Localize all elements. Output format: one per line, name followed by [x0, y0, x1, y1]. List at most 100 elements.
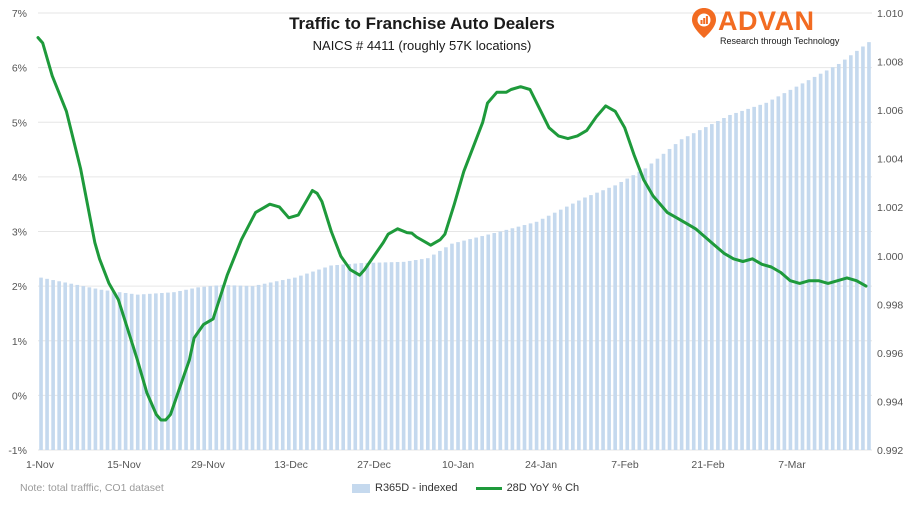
left-axis-ticks: -1% 0% 1% 2% 3% 4% 5% 6% 7% — [8, 8, 27, 457]
bar — [758, 104, 763, 451]
bar — [166, 292, 170, 450]
chart-subtitle: NAICS # 4411 (roughly 57K locations) — [312, 38, 532, 53]
bar — [353, 263, 358, 450]
bar — [280, 280, 285, 450]
bar — [800, 83, 805, 451]
x-tick-label: 27-Dec — [357, 459, 391, 471]
bar-series-r365d — [39, 42, 871, 451]
bar — [450, 243, 454, 450]
bar — [697, 130, 702, 451]
right-axis-ticks: 0.992 0.994 0.996 0.998 1.000 1.002 1.004 1.006… — [877, 8, 903, 457]
bar — [564, 206, 569, 450]
bar — [595, 192, 599, 450]
bar — [69, 283, 74, 450]
bar — [601, 190, 605, 450]
bar — [577, 200, 581, 450]
bar — [661, 153, 666, 451]
bar — [401, 261, 406, 450]
bar — [105, 290, 110, 450]
bar — [329, 265, 333, 450]
chart-title: Traffic to Franchise Auto Dealers — [289, 14, 555, 33]
bar — [679, 139, 684, 450]
bar — [383, 262, 388, 450]
x-tick-label: 24-Jan — [525, 459, 557, 471]
right-tick-label: 1.004 — [877, 154, 903, 166]
bar — [160, 293, 164, 450]
bar — [734, 112, 738, 451]
bar — [740, 110, 744, 450]
bar — [685, 136, 690, 450]
bar — [613, 185, 617, 450]
left-tick-label: 0% — [12, 390, 27, 402]
bar — [335, 265, 339, 450]
right-tick-label: 0.998 — [877, 299, 903, 311]
legend-label-bars: R365D - indexed — [375, 482, 458, 494]
bar — [172, 292, 176, 450]
bar — [558, 209, 563, 450]
advan-logo: ADVAN Research through Technology — [692, 4, 882, 48]
bar — [286, 278, 291, 450]
x-tick-label: 29-Nov — [191, 459, 226, 471]
bar — [619, 181, 624, 450]
bar — [407, 260, 412, 450]
bar — [123, 293, 128, 450]
left-tick-label: 2% — [12, 281, 27, 293]
bar — [250, 286, 255, 450]
bar — [625, 178, 630, 450]
bar — [716, 121, 720, 451]
bar — [81, 286, 86, 450]
bar — [147, 293, 152, 450]
bar — [425, 258, 430, 450]
logo-wordmark: ADVAN — [718, 6, 815, 36]
bar — [861, 46, 865, 451]
left-tick-label: 5% — [12, 117, 27, 129]
bar — [849, 55, 853, 450]
bar — [589, 195, 593, 450]
bar — [782, 93, 787, 450]
bar — [818, 73, 823, 450]
bar — [788, 89, 793, 450]
bar — [643, 168, 648, 450]
bar — [389, 262, 394, 450]
bar — [39, 277, 43, 450]
bar — [842, 59, 847, 450]
bar — [764, 102, 769, 451]
bar — [474, 237, 478, 450]
bar — [274, 281, 279, 450]
bar — [262, 283, 267, 450]
bar — [293, 277, 297, 450]
bar — [87, 287, 92, 450]
bar — [462, 240, 466, 450]
bar — [770, 99, 775, 450]
bar — [341, 264, 346, 450]
bar — [746, 108, 750, 451]
legend-item-bars: R365D - indexed — [352, 482, 458, 494]
bar — [830, 67, 835, 450]
bar — [528, 223, 533, 450]
bar — [299, 275, 303, 450]
left-tick-label: 1% — [12, 336, 27, 348]
left-tick-label: -1% — [8, 445, 27, 457]
left-tick-label: 4% — [12, 172, 27, 184]
x-tick-label: 7-Feb — [611, 459, 639, 471]
bar — [540, 218, 545, 450]
left-tick-label: 7% — [12, 8, 27, 20]
bar — [456, 242, 460, 450]
right-tick-label: 1.010 — [877, 8, 903, 20]
bar — [395, 262, 400, 450]
bar — [776, 96, 781, 451]
bar — [607, 187, 611, 451]
bar — [637, 171, 642, 450]
x-tick-label: 21-Feb — [691, 459, 724, 471]
bar — [93, 288, 98, 450]
bar — [691, 133, 696, 451]
bar — [552, 212, 557, 450]
bar — [45, 278, 49, 450]
bar — [111, 291, 116, 450]
x-tick-label: 1-Nov — [26, 459, 55, 471]
right-tick-label: 0.996 — [877, 348, 903, 360]
right-tick-label: 1.002 — [877, 202, 903, 214]
bar — [51, 280, 55, 450]
x-tick-label: 10-Jan — [442, 459, 474, 471]
bar — [317, 269, 321, 450]
